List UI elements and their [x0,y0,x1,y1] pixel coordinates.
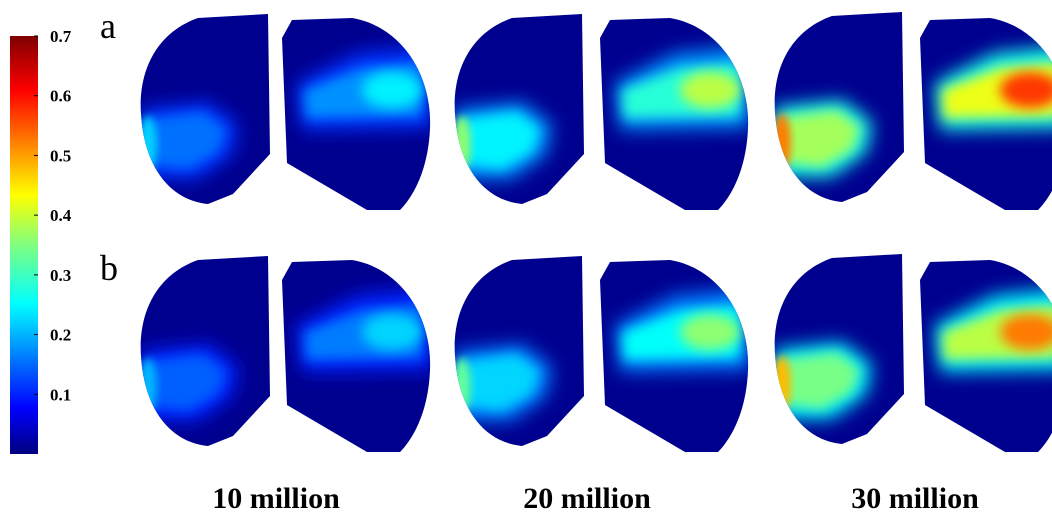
colorbar-tick-label: 0.3 [50,266,71,285]
left-wear-map [774,254,904,444]
right-wear-map [920,18,1052,210]
colorbar-gradient [10,36,38,454]
colorbar-ticks: 0.7 0.6 0.5 0.4 0.3 0.2 0.1 [34,27,72,404]
wear-map-panels [140,12,1052,452]
row-label-b: b [100,248,118,288]
right-wear-map [920,260,1052,452]
colorbar-tick-label: 0.6 [50,87,71,106]
colorbar-tick-label: 0.5 [50,146,71,165]
colorbar-tick-label: 0.4 [50,206,72,225]
right-wear-map [600,18,749,210]
colorbar-tick-label: 0.7 [50,27,72,46]
right-wear-map [282,18,431,210]
left-wear-map [454,14,584,204]
column-label-30-million: 30 million [851,482,979,515]
left-wear-map [454,256,584,446]
row-label-a: a [100,6,116,46]
left-wear-map [774,12,904,202]
colorbar-tick-label: 0.1 [50,385,71,404]
column-label-10-million: 10 million [212,482,340,515]
colorbar: 0.7 0.6 0.5 0.4 0.3 0.2 0.1 [10,27,72,454]
right-wear-map [282,260,431,452]
column-label-20-million: 20 million [523,482,651,515]
right-wear-map [600,260,749,452]
colorbar-tick-label: 0.2 [50,326,71,345]
left-wear-map [140,14,270,204]
left-wear-map [140,256,270,446]
